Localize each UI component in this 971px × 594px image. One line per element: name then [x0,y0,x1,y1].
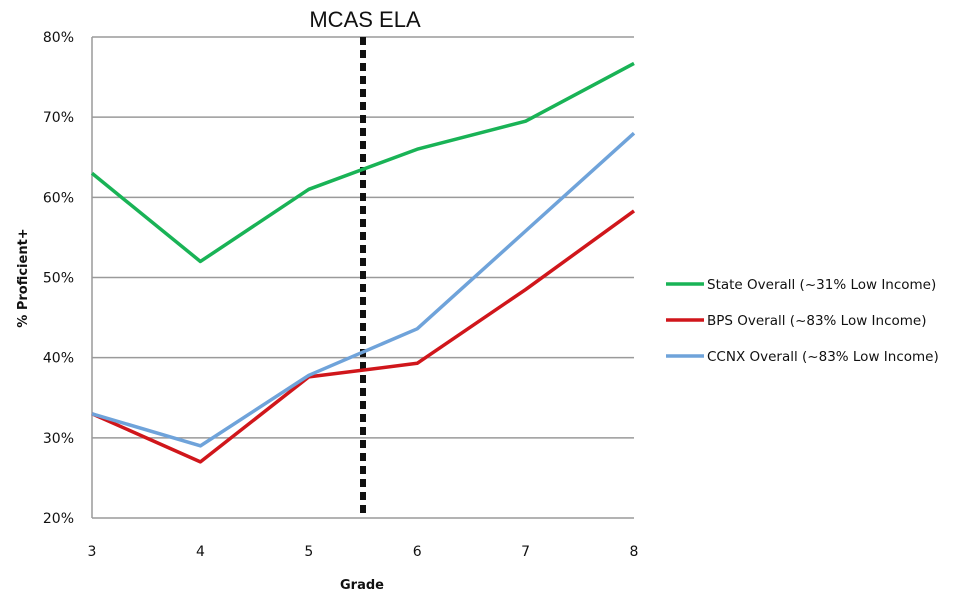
x-tick-label: 5 [304,544,313,560]
series-line [90,61,635,264]
series-line [91,131,636,448]
x-tick-label: 8 [630,544,639,560]
series-line [91,209,636,464]
y-tick-label: 30% [43,431,74,447]
x-tick-label: 6 [413,544,422,560]
legend-label: BPS Overall (~83% Low Income) [707,313,927,329]
x-axis-ticks: 3 4 5 6 7 8 [88,544,639,560]
legend-label: State Overall (~31% Low Income) [707,277,936,293]
legend: State Overall (~31% Low Income) BPS Overa… [666,277,939,365]
y-tick-label: 50% [43,271,74,287]
y-tick-label: 70% [43,110,74,126]
x-tick-label: 4 [196,544,205,560]
chart-title: MCAS ELA [309,7,421,32]
legend-label: CCNX Overall (~83% Low Income) [707,349,939,365]
y-tick-label: 60% [43,190,74,206]
series-lines [90,61,636,464]
x-tick-label: 7 [521,544,530,560]
y-tick-label: 40% [43,351,74,367]
y-tick-label: 20% [43,511,74,527]
y-axis-label: % Proficient+ [16,228,31,327]
x-axis-label: Grade [340,578,384,593]
y-axis-ticks: 20% 30% 40% 50% 60% 70% 80% [43,30,74,527]
y-tick-label: 80% [43,30,74,46]
x-tick-label: 3 [88,544,97,560]
